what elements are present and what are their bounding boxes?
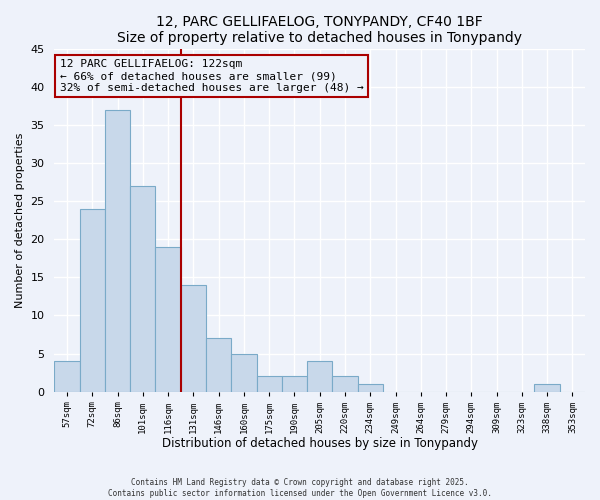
Bar	[332, 376, 358, 392]
Text: Contains HM Land Registry data © Crown copyright and database right 2025.
Contai: Contains HM Land Registry data © Crown c…	[108, 478, 492, 498]
Bar	[257, 376, 282, 392]
X-axis label: Distribution of detached houses by size in Tonypandy: Distribution of detached houses by size …	[162, 437, 478, 450]
Bar	[105, 110, 130, 392]
Bar	[206, 338, 231, 392]
Bar	[155, 247, 181, 392]
Bar	[307, 361, 332, 392]
Title: 12, PARC GELLIFAELOG, TONYPANDY, CF40 1BF
Size of property relative to detached : 12, PARC GELLIFAELOG, TONYPANDY, CF40 1B…	[117, 15, 522, 45]
Bar	[80, 209, 105, 392]
Text: 12 PARC GELLIFAELOG: 122sqm
← 66% of detached houses are smaller (99)
32% of sem: 12 PARC GELLIFAELOG: 122sqm ← 66% of det…	[60, 60, 364, 92]
Bar	[55, 361, 80, 392]
Bar	[282, 376, 307, 392]
Bar	[130, 186, 155, 392]
Bar	[535, 384, 560, 392]
Bar	[358, 384, 383, 392]
Bar	[231, 354, 257, 392]
Y-axis label: Number of detached properties: Number of detached properties	[15, 132, 25, 308]
Bar	[181, 285, 206, 392]
